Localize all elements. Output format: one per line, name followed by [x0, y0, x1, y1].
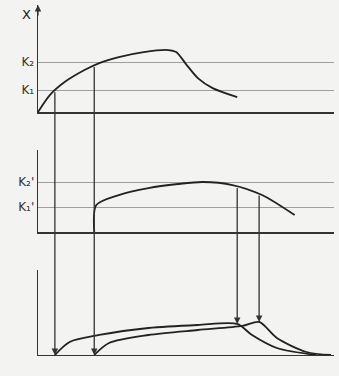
svg-text:X: X: [22, 7, 31, 22]
svg-text:K₂': K₂': [18, 175, 34, 189]
svg-text:K₁: K₁: [22, 83, 35, 97]
svg-text:K₁': K₁': [18, 200, 34, 214]
svg-text:K₂: K₂: [22, 55, 35, 69]
